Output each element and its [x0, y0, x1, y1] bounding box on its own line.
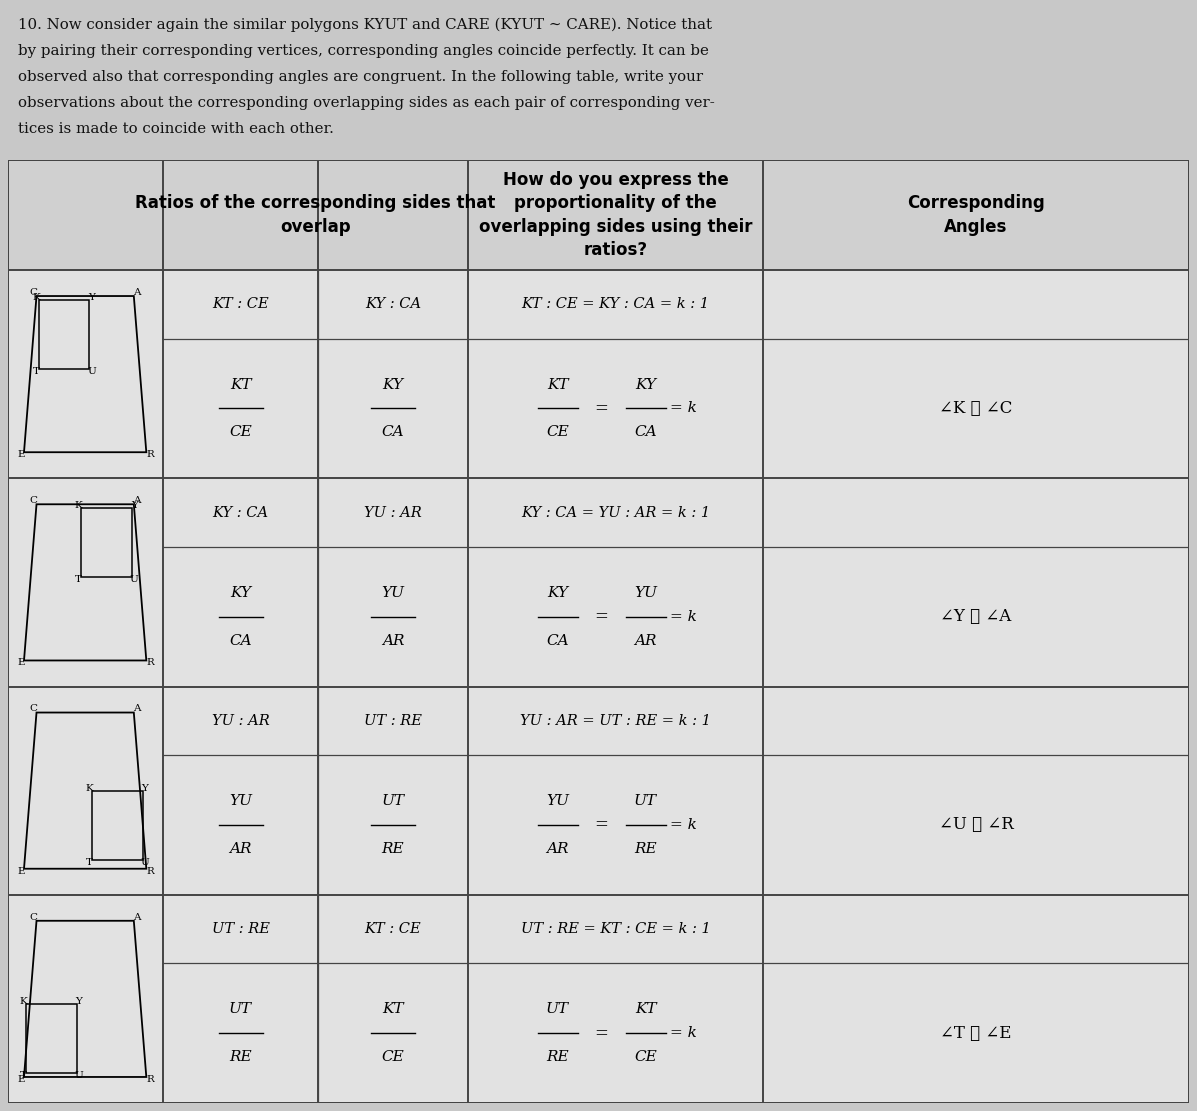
Text: A: A: [133, 497, 140, 506]
Text: C: C: [30, 288, 37, 297]
Text: RE: RE: [382, 842, 405, 855]
Text: YU: YU: [634, 585, 657, 600]
Text: T: T: [32, 367, 40, 376]
Text: KY : CA: KY : CA: [212, 506, 268, 520]
Text: KT: KT: [547, 378, 569, 391]
Text: KY: KY: [547, 585, 569, 600]
Text: Y: Y: [75, 998, 83, 1007]
Text: C: C: [30, 497, 37, 506]
Text: CA: CA: [546, 633, 569, 648]
Text: RE: RE: [229, 1050, 251, 1064]
Text: UT: UT: [546, 1002, 569, 1017]
Text: UT : RE: UT : RE: [212, 922, 269, 937]
Text: observed also that corresponding angles are congruent. In the following table, w: observed also that corresponding angles …: [18, 70, 703, 84]
Text: UT: UT: [634, 794, 657, 808]
Text: YU : AR: YU : AR: [364, 506, 421, 520]
Text: T: T: [20, 1071, 28, 1080]
Text: KT: KT: [634, 1002, 656, 1017]
Text: tices is made to coincide with each other.: tices is made to coincide with each othe…: [18, 122, 334, 136]
Text: ∠U ≅ ∠R: ∠U ≅ ∠R: [938, 817, 1014, 833]
Text: RE: RE: [546, 1050, 569, 1064]
Text: RE: RE: [634, 842, 657, 855]
Text: AR: AR: [634, 633, 657, 648]
Text: = k: = k: [670, 401, 697, 416]
Text: R: R: [147, 450, 154, 459]
Text: K: K: [86, 784, 93, 793]
Text: UT : RE = KT : CE = k : 1: UT : RE = KT : CE = k : 1: [521, 922, 710, 937]
Text: = k: = k: [670, 818, 697, 832]
Text: K: K: [19, 998, 28, 1007]
Text: KY: KY: [382, 378, 403, 391]
Text: CA: CA: [634, 426, 657, 440]
Bar: [8, 160, 1189, 270]
Text: A: A: [133, 704, 140, 713]
Text: How do you express the
proportionality of the
overlapping sides using their
rati: How do you express the proportionality o…: [479, 171, 752, 259]
Text: R: R: [147, 1074, 154, 1084]
Text: E: E: [17, 1074, 25, 1084]
Text: T: T: [86, 858, 93, 867]
Text: Ratios of the corresponding sides that
overlap: Ratios of the corresponding sides that o…: [135, 193, 496, 237]
Text: =: =: [595, 608, 608, 625]
Text: CA: CA: [229, 633, 251, 648]
Text: K: K: [32, 293, 40, 302]
Text: ∠Y ≅ ∠A: ∠Y ≅ ∠A: [941, 608, 1011, 625]
Text: UT : RE: UT : RE: [364, 714, 421, 728]
Text: AR: AR: [230, 842, 251, 855]
Text: 10. Now consider again the similar polygons KYUT and CARE (KYUT ∼ CARE). Notice : 10. Now consider again the similar polyg…: [18, 18, 712, 32]
Text: R: R: [147, 659, 154, 668]
Text: ∠T ≅ ∠E: ∠T ≅ ∠E: [941, 1024, 1011, 1042]
Text: by pairing their corresponding vertices, corresponding angles coincide perfectly: by pairing their corresponding vertices,…: [18, 44, 709, 58]
Text: =: =: [595, 817, 608, 833]
Text: KT : CE: KT : CE: [212, 298, 269, 311]
Text: UT: UT: [382, 794, 405, 808]
Text: YU: YU: [229, 794, 253, 808]
Text: KT: KT: [382, 1002, 403, 1017]
Text: YU: YU: [382, 585, 405, 600]
Text: U: U: [130, 575, 139, 584]
Text: C: C: [30, 704, 37, 713]
Text: T: T: [75, 575, 83, 584]
Text: KY : CA: KY : CA: [365, 298, 421, 311]
Text: = k: = k: [670, 1027, 697, 1040]
Text: ∠K ≅ ∠C: ∠K ≅ ∠C: [940, 400, 1013, 417]
Text: E: E: [17, 450, 25, 459]
Text: KY : CA = YU : AR = k : 1: KY : CA = YU : AR = k : 1: [521, 506, 710, 520]
Text: UT: UT: [229, 1002, 253, 1017]
Text: KT : CE: KT : CE: [365, 922, 421, 937]
Text: =: =: [595, 1024, 608, 1042]
Text: E: E: [17, 867, 25, 875]
Text: U: U: [74, 1071, 84, 1080]
Text: YU : AR = UT : RE = k : 1: YU : AR = UT : RE = k : 1: [519, 714, 711, 728]
Text: K: K: [75, 501, 83, 510]
Text: A: A: [133, 912, 140, 922]
Text: Y: Y: [89, 293, 95, 302]
Text: R: R: [147, 867, 154, 875]
Text: E: E: [17, 659, 25, 668]
Text: CA: CA: [382, 426, 405, 440]
Text: Corresponding
Angles: Corresponding Angles: [907, 193, 1045, 237]
Text: U: U: [141, 858, 150, 867]
Text: observations about the corresponding overlapping sides as each pair of correspon: observations about the corresponding ove…: [18, 96, 715, 110]
Text: KT: KT: [230, 378, 251, 391]
Text: CE: CE: [229, 426, 251, 440]
Text: Y: Y: [141, 784, 148, 793]
Text: = k: = k: [670, 610, 697, 623]
Text: =: =: [595, 400, 608, 417]
Text: KY: KY: [634, 378, 656, 391]
Text: YU: YU: [546, 794, 569, 808]
Text: A: A: [133, 288, 140, 297]
Text: AR: AR: [546, 842, 569, 855]
Text: KY: KY: [230, 585, 251, 600]
Text: KT : CE = KY : CA = k : 1: KT : CE = KY : CA = k : 1: [522, 298, 710, 311]
Text: Y: Y: [130, 501, 138, 510]
Text: CE: CE: [546, 426, 569, 440]
Text: CE: CE: [382, 1050, 405, 1064]
Text: AR: AR: [382, 633, 405, 648]
Text: U: U: [87, 367, 96, 376]
Text: YU : AR: YU : AR: [212, 714, 269, 728]
Text: C: C: [30, 912, 37, 922]
Text: CE: CE: [634, 1050, 657, 1064]
